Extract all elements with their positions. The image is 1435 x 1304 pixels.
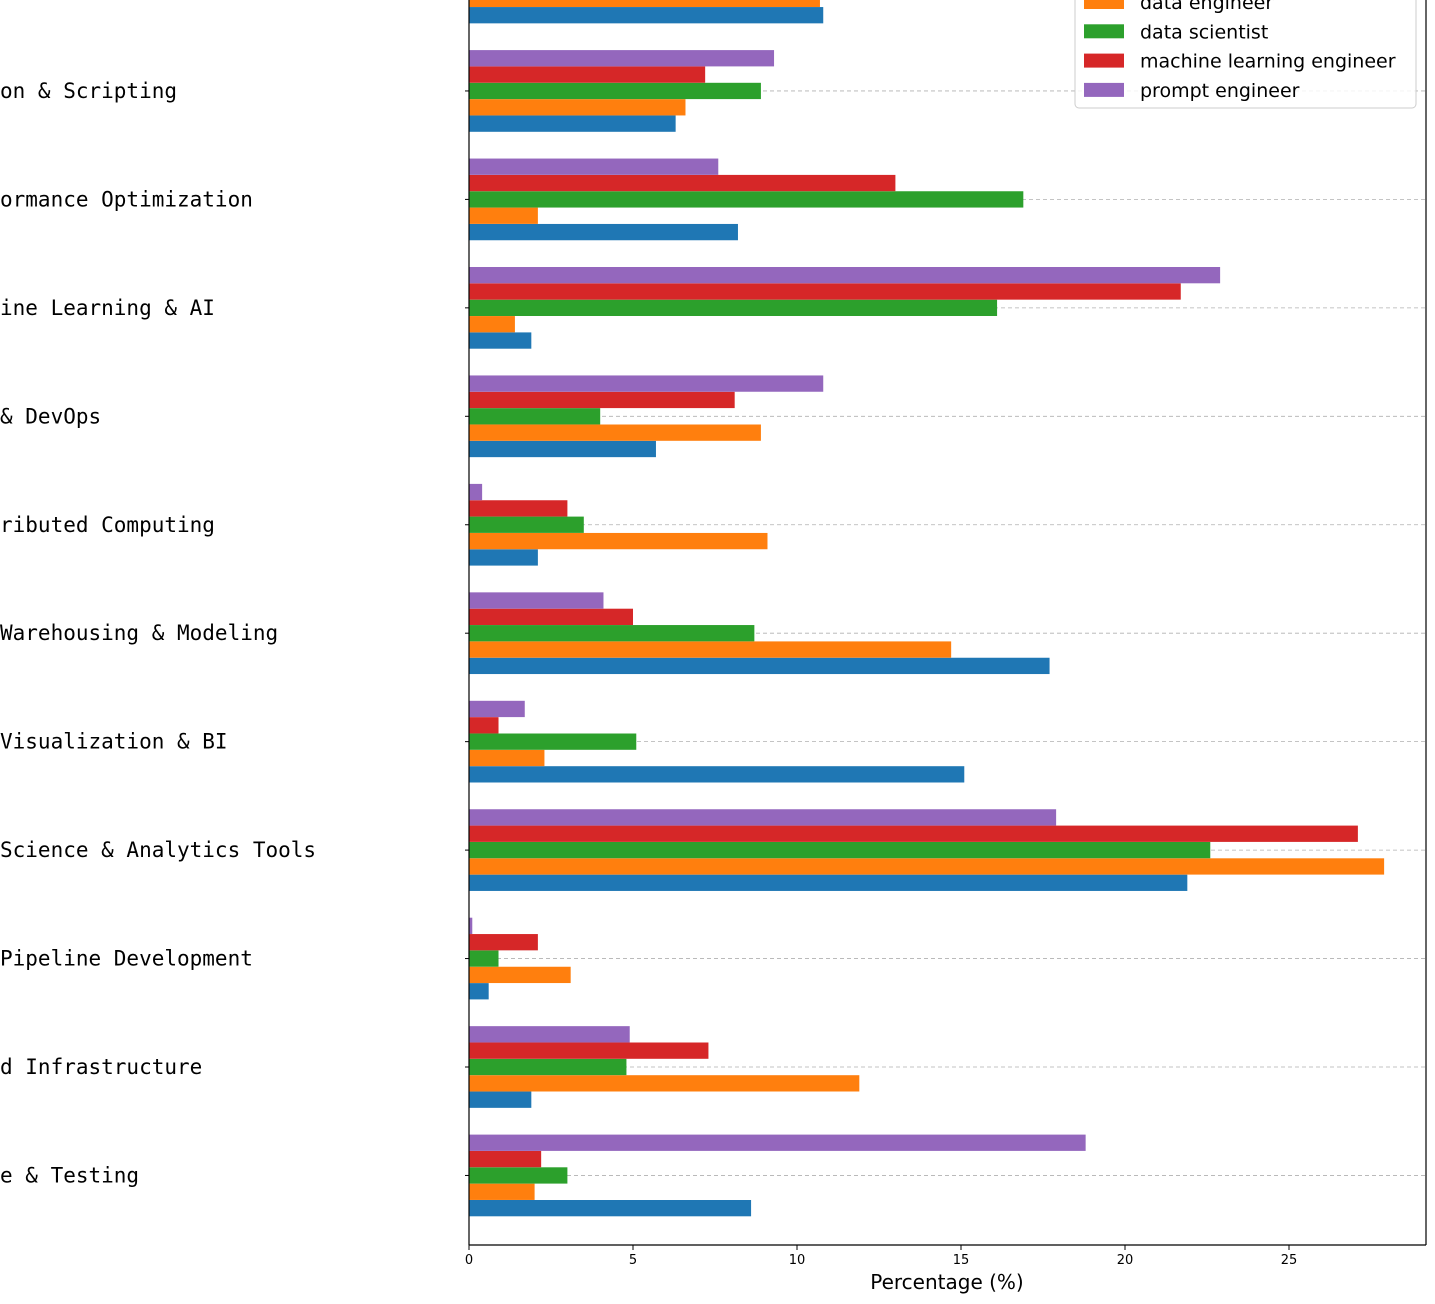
bar-series-1	[469, 766, 965, 783]
bar-data-scientist	[469, 950, 499, 967]
bar-prompt-engineer	[469, 1134, 1086, 1151]
bar-machine-learning-engineer	[469, 825, 1358, 842]
category-label: Warehousing & Modeling	[0, 621, 278, 645]
bar-data-scientist	[469, 1167, 568, 1184]
category-label: & DevOps	[0, 404, 101, 428]
bars	[469, 0, 1385, 1217]
bar-data-scientist	[469, 625, 755, 642]
bar-prompt-engineer	[469, 50, 775, 67]
bar-data-scientist	[469, 191, 1024, 208]
bar-data-engineer	[469, 1183, 535, 1200]
bar-machine-learning-engineer	[469, 717, 499, 734]
legend-label: data scientist	[1140, 21, 1268, 43]
bar-machine-learning-engineer	[469, 174, 896, 192]
bar-prompt-engineer	[469, 158, 719, 175]
legend-swatch	[1084, 82, 1124, 97]
legend-swatch	[1084, 53, 1124, 68]
bar-data-scientist	[469, 516, 584, 533]
bar-data-engineer	[469, 749, 545, 767]
bar-machine-learning-engineer	[469, 1042, 709, 1059]
bar-data-scientist	[469, 408, 601, 425]
bar-machine-learning-engineer	[469, 608, 633, 625]
bar-series-1	[469, 657, 1050, 675]
bar-prompt-engineer	[469, 700, 525, 718]
category-label: e & Testing	[0, 1163, 139, 1187]
bar-data-scientist	[469, 733, 637, 750]
bar-data-engineer	[469, 316, 515, 333]
x-tick-label: 25	[1281, 1253, 1298, 1268]
bar-series-1	[469, 874, 1188, 891]
bar-prompt-engineer	[469, 375, 824, 392]
legend-box	[1074, 0, 1417, 109]
bar-series-1	[469, 1200, 752, 1217]
legend: data engineer data scientist machine learn…	[1074, 0, 1417, 109]
category-label: ine Learning & AI	[0, 296, 215, 320]
bar-data-engineer	[469, 858, 1385, 875]
x-tick-label: 20	[1117, 1253, 1134, 1268]
bar-series-1	[469, 7, 824, 24]
category-label: ormance Optimization	[0, 187, 253, 211]
bar-data-engineer	[469, 99, 686, 116]
bar-machine-learning-engineer	[469, 66, 706, 83]
category-label: Science & Analytics Tools	[0, 838, 316, 862]
category-label: on & Scripting	[0, 79, 177, 103]
axes	[468, 0, 1427, 1246]
x-tick-label: 10	[789, 1253, 806, 1268]
category-label: d Infrastructure	[0, 1055, 202, 1079]
legend-label: data engineer	[1140, 0, 1273, 14]
bar-machine-learning-engineer	[469, 391, 735, 409]
bar-data-engineer	[469, 1075, 860, 1092]
bar-data-scientist	[469, 299, 998, 316]
bar-prompt-engineer	[469, 1026, 630, 1043]
bar-prompt-engineer	[469, 917, 473, 934]
bar-machine-learning-engineer	[469, 1150, 542, 1168]
bar-prompt-engineer	[469, 483, 483, 501]
bar-data-engineer	[469, 532, 768, 550]
x-axis-title: Percentage (%)	[870, 1270, 1023, 1294]
bar-machine-learning-engineer	[469, 934, 538, 951]
legend-swatch	[1084, 0, 1124, 9]
bar-prompt-engineer	[469, 592, 604, 609]
bar-data-scientist	[469, 82, 761, 100]
bar-data-scientist	[469, 841, 1211, 859]
category-label: ributed Computing	[0, 513, 215, 537]
bar-data-engineer	[469, 966, 571, 984]
bar-data-engineer	[469, 0, 820, 7]
bar-series-1	[469, 223, 738, 241]
bar-data-engineer	[469, 207, 538, 224]
x-tick-labels: 0 5 10 15 20 25	[465, 1245, 1297, 1268]
bar-prompt-engineer	[469, 267, 1221, 284]
bar-prompt-engineer	[469, 809, 1057, 826]
bar-machine-learning-engineer	[469, 500, 568, 517]
legend-label: prompt engineer	[1140, 80, 1300, 102]
bar-data-scientist	[469, 1058, 627, 1076]
category-label: Visualization & BI	[0, 730, 228, 754]
bar-data-engineer	[469, 424, 761, 441]
legend-swatch	[1084, 24, 1124, 39]
x-tick-label: 5	[629, 1253, 637, 1268]
bar-series-1	[469, 983, 489, 1000]
bar-series-1	[469, 332, 532, 349]
x-tick-label: 15	[953, 1253, 970, 1268]
category-label: Pipeline Development	[0, 947, 253, 971]
bar-data-engineer	[469, 641, 952, 658]
bar-series-1	[469, 1091, 532, 1108]
legend-label: machine learning engineer	[1140, 51, 1396, 73]
bar-series-1	[469, 115, 676, 132]
category-labels: on & Scripting ormance Optimization ine Le…	[0, 79, 469, 1187]
bar-series-1	[469, 549, 538, 566]
x-tick-label: 0	[465, 1253, 473, 1268]
bar-machine-learning-engineer	[469, 283, 1181, 300]
bar-series-1	[469, 440, 656, 458]
